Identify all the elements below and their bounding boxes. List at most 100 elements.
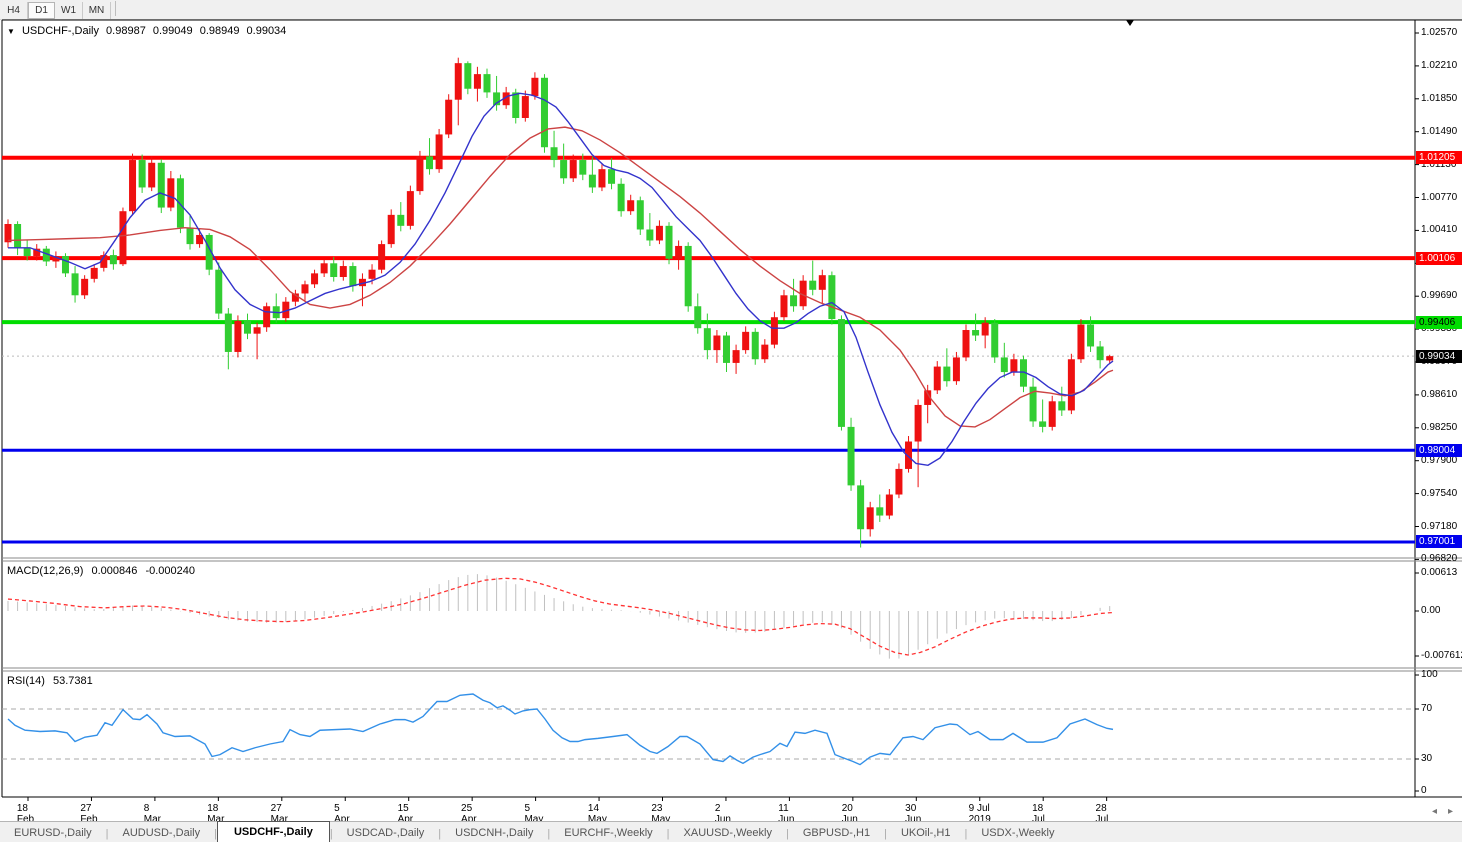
tab-usdx-weekly[interactable]: USDX-,Weekly [981, 827, 1055, 839]
ohlc-close: 0.99034 [246, 25, 287, 37]
rsi-axis-label: 30 [1421, 753, 1433, 764]
candle-body [1000, 357, 1008, 373]
tabs-scroll-right-button[interactable]: ▸ [1448, 806, 1454, 817]
candle-body [186, 227, 194, 245]
candle-body [244, 320, 251, 334]
tab-usdcad-daily[interactable]: USDCAD-,Daily [346, 827, 425, 839]
candle-body [512, 92, 520, 118]
candle-body [761, 344, 769, 360]
candle-body [905, 441, 913, 469]
candle-body [435, 134, 443, 170]
candle-body [617, 183, 625, 212]
chart-shift-marker-icon[interactable] [1126, 20, 1134, 26]
candle-body [694, 306, 702, 329]
candle-body [119, 211, 127, 265]
candle-body [1106, 356, 1114, 361]
candle-body [703, 328, 711, 351]
candle-body [608, 169, 616, 184]
candle-body [1077, 324, 1085, 360]
rsi-label: RSI(14) 53.7381 [7, 675, 98, 687]
candle-body [770, 317, 778, 345]
rsi-value: 53.7381 [52, 675, 93, 687]
symbol-tabbar: EURUSD-,Daily | AUDUSD-,Daily | USDCHF-,Dail… [0, 821, 1462, 842]
candle-body [1019, 359, 1027, 387]
candle-body [464, 63, 472, 89]
candle-body [311, 273, 319, 285]
candle-body [924, 390, 932, 405]
rsi-axis-label: 0 [1421, 785, 1427, 796]
toolbar-divider [115, 1, 116, 17]
candle-body [349, 266, 357, 287]
candle-body [23, 247, 31, 256]
candle-body [215, 269, 223, 314]
tab-usdchf-daily[interactable]: USDCHF-,Daily [216, 821, 330, 842]
candle-body [416, 156, 424, 192]
tabs-scroll-left-button[interactable]: ◂ [1432, 806, 1438, 817]
candle-body [234, 320, 242, 352]
tab-eurusd-daily[interactable]: EURUSD-,Daily [14, 827, 92, 839]
macd-histogram [7, 574, 1111, 659]
candle-body [799, 280, 807, 307]
candle-body [962, 330, 970, 358]
candle-body [790, 295, 798, 307]
macd-axis-label: -0.007612 [1421, 650, 1462, 661]
candle-body [167, 178, 175, 208]
tab-separator: | [214, 828, 217, 840]
candle-body [655, 225, 663, 241]
candle-body [1096, 346, 1104, 361]
candle-body [876, 507, 884, 516]
timeframe-button-h4[interactable]: H4 [0, 2, 28, 19]
candle-body [291, 293, 299, 302]
candle-body [521, 96, 529, 118]
macd-axis-label: 0.00613 [1421, 567, 1458, 578]
candle-body [33, 248, 41, 256]
candle-body [445, 99, 453, 135]
tab-separator: | [105, 828, 109, 840]
candle-body [90, 267, 98, 279]
candle-body [109, 255, 117, 265]
candle-body [1029, 386, 1037, 422]
candle-body [397, 214, 405, 226]
candle-body [560, 160, 568, 179]
candle-body [81, 278, 89, 296]
candle-body [71, 273, 79, 296]
tab-usdcnh-daily[interactable]: USDCNH-,Daily [455, 827, 534, 839]
candle-body [540, 77, 548, 148]
candle-body [1048, 401, 1056, 427]
ohlc-open: 0.98987 [106, 25, 146, 37]
tab-audusd-daily[interactable]: AUDUSD-,Daily [122, 827, 201, 839]
candle-body [569, 160, 577, 179]
y-axis-label: 0.97900 [1421, 454, 1458, 466]
candle-body [52, 255, 60, 262]
tab-eurchf-weekly[interactable]: EURCHF-,Weekly [564, 827, 653, 839]
tab-separator: | [547, 828, 551, 840]
timeframe-button-mn[interactable]: MN [83, 2, 111, 19]
candle-body [493, 92, 501, 106]
candle-body [205, 234, 213, 270]
y-axis-label: 0.97180 [1421, 520, 1458, 532]
tab-xauusd-weekly[interactable]: XAUUSD-,Weekly [683, 827, 772, 839]
y-axis-label: 0.98610 [1421, 388, 1458, 400]
tab-gbpusd-h1[interactable]: GBPUSD-,H1 [802, 827, 871, 839]
symbol-dropdown-icon[interactable]: ▼ [7, 27, 15, 36]
candle-body [224, 313, 232, 352]
candle-body [675, 245, 683, 259]
candle-body [196, 234, 204, 245]
candle-body [358, 278, 366, 287]
candle-body [42, 248, 50, 262]
tab-separator: | [666, 828, 670, 840]
current-price-badge: 0.99034 [1416, 349, 1462, 363]
timeframe-button-d1[interactable]: D1 [28, 2, 55, 19]
y-axis-label: 1.01490 [1421, 125, 1458, 137]
candle-body [713, 335, 721, 351]
candle-body [665, 225, 673, 259]
tab-separator: | [964, 828, 968, 840]
candle-body [100, 255, 108, 268]
candle-body [483, 74, 491, 93]
candle-body [176, 178, 184, 228]
candle-body [426, 156, 434, 170]
tab-ukoil-h1[interactable]: UKOil-,H1 [900, 827, 951, 839]
timeframe-button-w1[interactable]: W1 [55, 2, 83, 19]
